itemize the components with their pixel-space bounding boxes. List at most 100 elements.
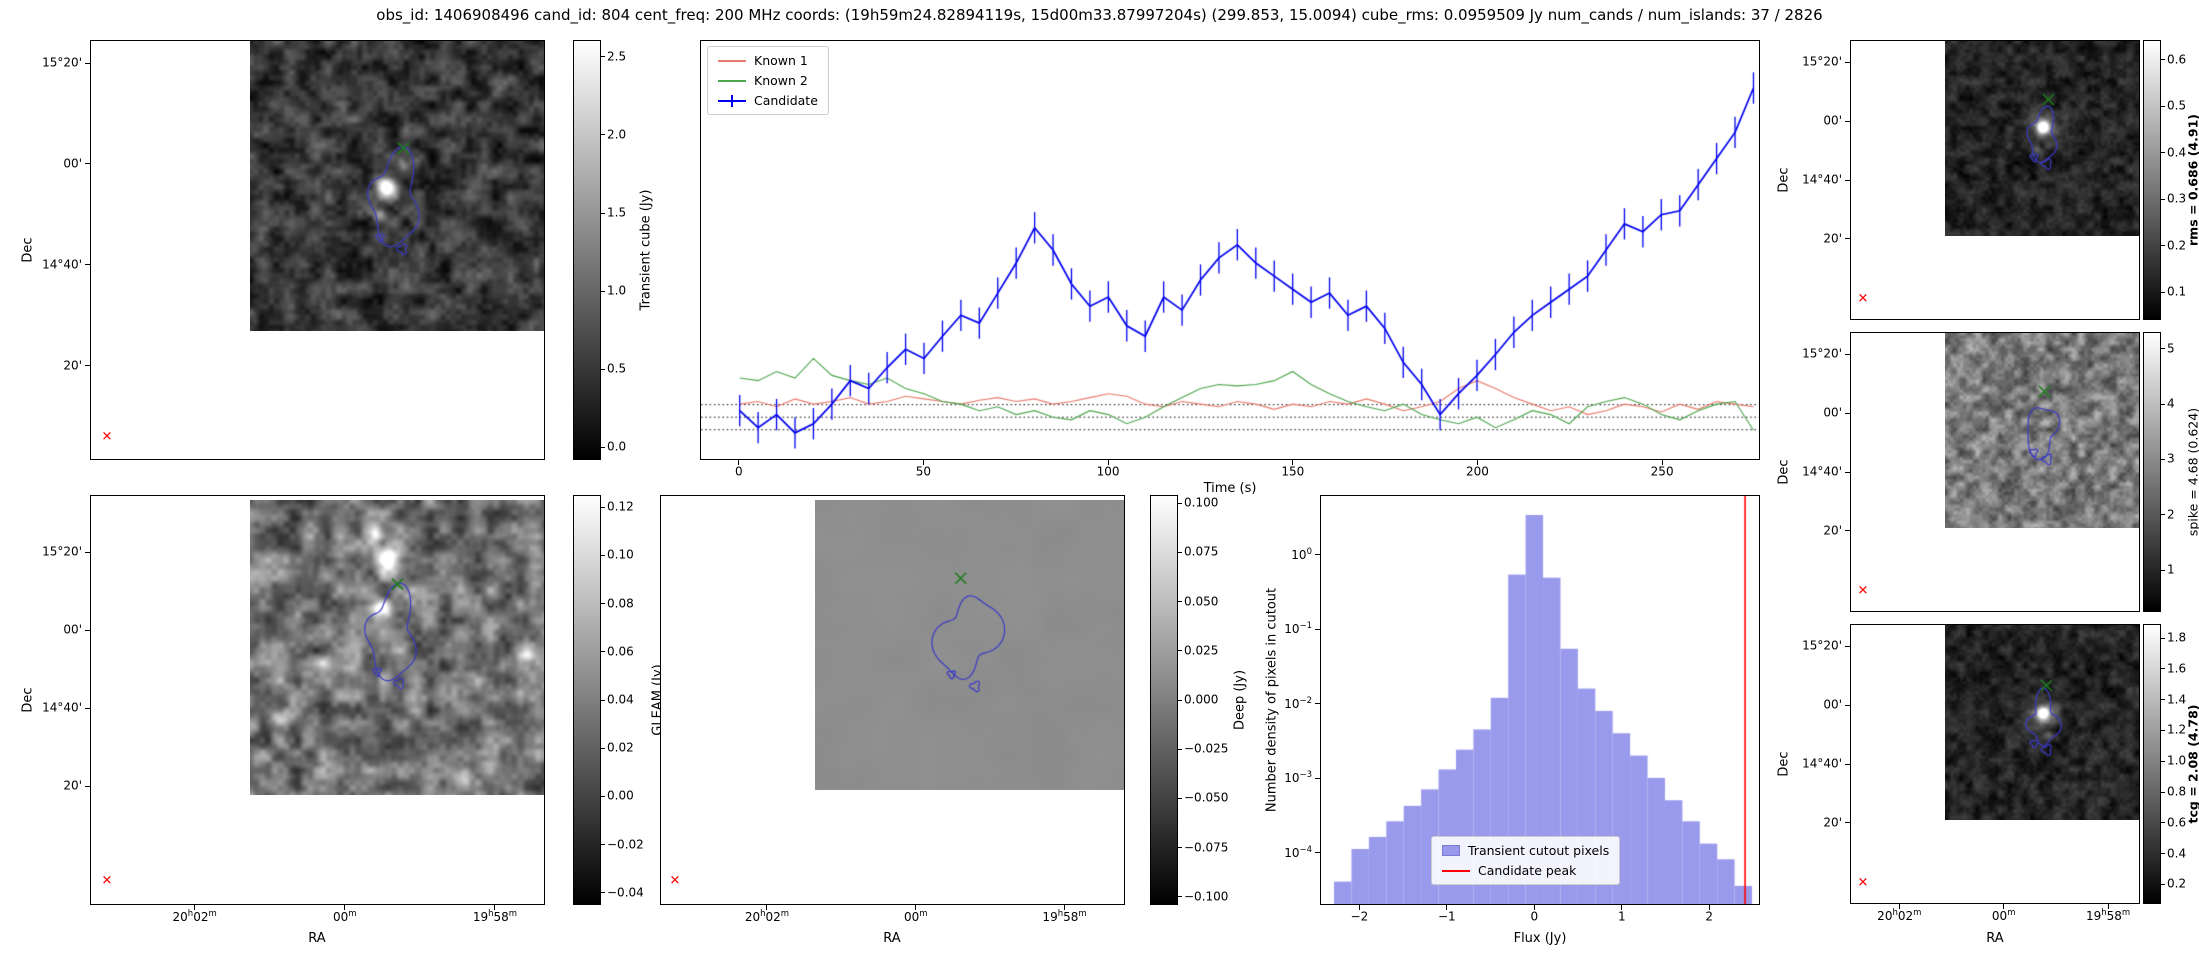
tick-mark [601, 603, 605, 605]
colorbar-tick-label: 0.5 [607, 361, 627, 376]
dec-tick-label: 15°20' [1802, 346, 1842, 361]
dec-tick-label: 15°20' [42, 55, 82, 70]
tick-mark [601, 795, 605, 797]
tick-mark [1446, 905, 1448, 910]
ra-tick-label: 19h58m [1042, 908, 1087, 924]
colorbar-tick-label: 0.025 [1184, 643, 1219, 658]
tick-mark [494, 905, 496, 910]
colorbar-tick-label: 1.8 [2167, 630, 2187, 645]
tick-mark [2161, 729, 2165, 731]
time-tick-label: 200 [1466, 464, 1489, 479]
tick-mark [1845, 120, 1850, 122]
colorbar-tick-label: 0.4 [2167, 846, 2187, 860]
tick-mark [85, 785, 90, 787]
tick-mark [2107, 904, 2109, 909]
tick-mark [1845, 645, 1850, 647]
lightcurve-legend: Known 1 Known 2 Candidate [707, 46, 829, 115]
colorbar-tick-label: 0.3 [2167, 191, 2187, 206]
ra-tick-label: 00m [903, 908, 928, 924]
colorbar-tick-label: 0.10 [607, 547, 634, 562]
tick-mark [915, 905, 917, 910]
tick-mark [2161, 245, 2165, 247]
tick-mark [601, 446, 605, 448]
tick-mark [2161, 569, 2165, 571]
density-tick-label: 10−1 [1284, 621, 1312, 637]
colorbar-tick-label: 0.08 [607, 596, 634, 611]
ra-tick-label: 20h02m [1877, 907, 1922, 923]
dec-tick-label: 00' [1823, 405, 1842, 420]
tick-mark [344, 905, 346, 910]
tick-mark [1315, 777, 1320, 779]
rms-colorbar [2143, 40, 2161, 320]
colorbar-tick-label: −0.050 [1184, 790, 1229, 805]
density-tick-label: 10−2 [1284, 695, 1312, 711]
tcg-colorbar [2143, 624, 2161, 904]
legend-item-cutout-pixels: Transient cutout pixels [1442, 843, 1609, 858]
tick-mark [85, 707, 90, 709]
tick-mark [2161, 59, 2165, 61]
legend-item-known2: Known 2 [718, 73, 818, 88]
tick-mark [2161, 760, 2165, 762]
tick-mark [2161, 291, 2165, 293]
tick-mark [2161, 668, 2165, 670]
deep-cutout-image [815, 500, 1124, 790]
colorbar-tick-label: 0.12 [607, 499, 634, 514]
colorbar-tick-label: −0.100 [1184, 889, 1229, 904]
panel-gleam-cutout: ✕ [90, 495, 545, 905]
panel-transient-cutout: ✕ [90, 40, 545, 460]
colorbar-tick-label: 1.6 [2167, 661, 2187, 676]
colorbar-tick-label: 0.075 [1184, 544, 1219, 559]
tick-mark [1315, 554, 1320, 556]
tick-mark [2161, 883, 2165, 885]
rms-map-image [1945, 41, 2139, 236]
lightcurve-plot [701, 41, 1759, 459]
ra-tick-label: 00m [333, 908, 357, 924]
dec-tick-label: 20' [1823, 523, 1842, 538]
time-tick-label: 100 [1096, 464, 1120, 479]
tick-mark [1178, 502, 1182, 504]
transient-cutout-image [250, 41, 544, 331]
candidate-x-marker-icon: ✕ [101, 429, 113, 445]
ra-tick-label: 20h02m [172, 908, 217, 924]
colorbar-tick-label: 1.0 [607, 283, 627, 298]
candidate-x-marker-icon: ✕ [669, 873, 681, 889]
tick-mark [1845, 704, 1850, 706]
tick-mark [601, 56, 605, 58]
colorbar-tick-label: 0.02 [607, 740, 634, 755]
time-tick-label: 0 [734, 464, 743, 479]
time-tick-label: 150 [1281, 464, 1305, 479]
dec-tick-label: 14°40' [1802, 172, 1842, 187]
spike-map-image [1945, 333, 2139, 528]
tick-mark [1315, 852, 1320, 854]
tcg-map-image [1945, 625, 2139, 820]
colorbar-tick-label: −0.04 [607, 885, 644, 900]
ra-tick-label: 00m [1991, 907, 2016, 923]
tick-mark [1845, 353, 1850, 355]
colorbar-tick-label: −0.075 [1184, 840, 1229, 854]
density-tick-label: 100 [1291, 546, 1312, 562]
tick-mark [1178, 699, 1182, 701]
panel-flux-histogram: Transient cutout pixels Candidate peak [1320, 495, 1760, 905]
tick-mark [85, 629, 90, 631]
tick-mark [2161, 152, 2165, 154]
panel-rms-map: ✕ [1850, 40, 2140, 320]
ra-tick-label: 19h58m [472, 908, 518, 924]
colorbar-tick-label: 1.2 [2167, 722, 2187, 737]
flux-axis-label: Flux (Jy) [1513, 931, 1567, 946]
tick-mark [1315, 628, 1320, 630]
tick-mark [1661, 460, 1663, 465]
dec-tick-label: 00' [63, 156, 82, 171]
flux-tick-label: 1 [1617, 909, 1626, 924]
legend-label-known1: Known 1 [754, 53, 808, 68]
dec-tick-label: 15°20' [1802, 54, 1842, 69]
dec-tick-label: 20' [63, 357, 82, 372]
dec-axis-label: Dec [1776, 459, 1792, 485]
colorbar-tick-label: −0.025 [1184, 741, 1229, 756]
dec-tick-label: 14°40' [1802, 756, 1842, 771]
tick-mark [2161, 403, 2165, 405]
tick-mark [1533, 905, 1535, 910]
tick-mark [85, 264, 90, 266]
tick-mark [738, 460, 740, 465]
tick-mark [1845, 763, 1850, 765]
